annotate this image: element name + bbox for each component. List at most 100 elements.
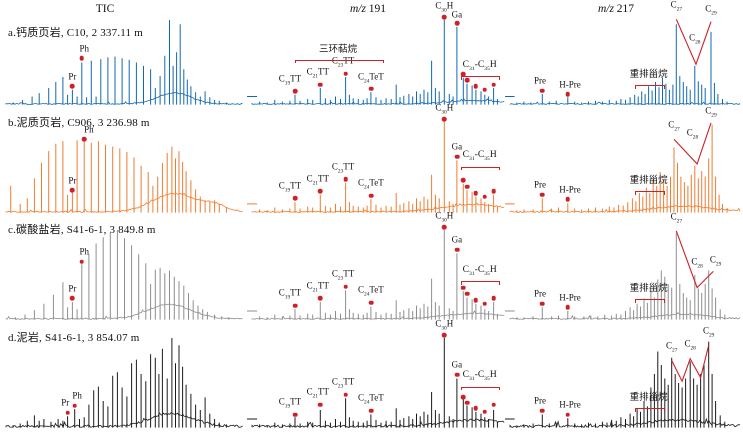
peak-label: C27: [670, 0, 683, 13]
peak-label: C21TT: [306, 280, 329, 294]
peak-marker-dot: [482, 409, 488, 415]
column-title-italic: m/z: [349, 3, 366, 15]
peak-marker-dot: [318, 296, 323, 301]
chromatogram-trace: [505, 124, 741, 213]
chromatogram-panel-d-191: C19TT C21TT C23TT C24TeT C30H Ga C31-C35H: [247, 318, 505, 428]
peak-label: C24TeT: [358, 71, 384, 84]
annotation-bracket: [460, 386, 500, 391]
sterane-trend-line: [675, 230, 714, 289]
bracket-label: 重排甾烷: [629, 175, 668, 186]
peak-label: C29: [705, 3, 717, 16]
peak-label: Ga: [451, 234, 463, 245]
peak-marker-dot: [343, 177, 348, 182]
column-title-italic: m/z: [597, 3, 614, 15]
peak-marker-dot: [565, 197, 571, 202]
peak-label: C21TT: [306, 386, 329, 400]
peak-marker-dot: [491, 402, 496, 407]
peak-marker-dot: [454, 372, 460, 378]
peak-label: C19TT: [278, 73, 302, 87]
peak-label: Pr: [68, 71, 77, 82]
sample-label-a: a.钙质页岩, C10, 2 337.11 m: [8, 27, 143, 39]
chromatogram-trace: [5, 338, 243, 429]
peak-marker-dot: [441, 333, 447, 338]
peak-marker-dot: [491, 296, 496, 301]
peak-label: Pre: [534, 75, 547, 86]
chromatogram-trace: [5, 140, 243, 213]
peak-marker-dot: [464, 291, 470, 297]
chromatogram-panel-c-tic: Pr Ph: [5, 230, 243, 320]
peak-marker-dot: [482, 301, 488, 307]
peak-marker-dot: [565, 91, 571, 97]
bracket-label: C31-C35H: [462, 59, 497, 72]
peak-label: Ph: [72, 390, 82, 401]
peak-label: Pre: [534, 288, 547, 299]
peak-marker-dot: [441, 225, 447, 230]
peak-marker-dot: [454, 247, 460, 253]
peak-label: C24TeT: [358, 392, 384, 406]
peak-label: H-Pre: [559, 399, 581, 410]
peak-label: C24TeT: [358, 177, 384, 191]
column-title-mz191: m/z 191: [349, 3, 387, 15]
sterane-trend-line: [673, 122, 712, 165]
peak-marker-dot: [318, 402, 323, 407]
peak-label: C19TT: [278, 287, 302, 301]
annotation-bracket: [460, 281, 500, 285]
peak-marker-dot: [368, 86, 374, 92]
peak-marker-dot: [318, 188, 323, 194]
peak-marker-dot: [292, 196, 298, 201]
peak-label: C29: [709, 254, 722, 268]
peak-label: C23TT: [331, 268, 355, 282]
peak-marker-dot: [368, 408, 374, 414]
bracket-label: C31-C35H: [462, 150, 497, 163]
bracket-label: C31-C35H: [462, 264, 497, 277]
bracket-label: 重排甾烷: [629, 70, 668, 81]
peak-label: Ph: [79, 246, 89, 257]
sterane-trend-line: [671, 345, 710, 383]
peak-marker-dot: [473, 190, 479, 196]
peak-label: H-Pre: [559, 292, 581, 303]
peak-label: C19TT: [278, 180, 302, 194]
chromatogram-panel-c-217: Pre H-Pre 重排甾烷 C27 C28 C29: [505, 211, 741, 320]
chromatogram-panel-b-tic: Pr Ph: [5, 122, 243, 213]
peak-marker-dot: [70, 84, 75, 89]
peak-marker-dot: [368, 300, 374, 306]
bracket-label: C31-C35H: [462, 370, 497, 383]
peak-marker-dot: [318, 82, 323, 87]
peak-marker-dot: [540, 88, 545, 93]
peak-marker-dot: [292, 303, 298, 308]
annotation-bracket: [634, 408, 665, 412]
peak-marker-dot: [460, 177, 466, 183]
peak-marker-dot: [79, 55, 85, 61]
peak-label: Ga: [451, 141, 463, 152]
peak-marker-dot: [540, 301, 545, 307]
peak-marker-dot: [464, 184, 470, 189]
peak-label: C27: [668, 119, 680, 133]
annotation-bracket: [634, 85, 665, 89]
peak-marker-dot: [491, 82, 496, 87]
peak-label: C29: [702, 325, 715, 339]
chromatogram-trace: [5, 230, 243, 320]
chromatogram-panel-a-tic: Pr Ph: [5, 20, 243, 105]
peak-label: Pre: [534, 179, 547, 190]
chromatogram-trace: [5, 20, 243, 105]
peak-label: C28: [689, 32, 701, 45]
peak-marker-dot: [565, 305, 571, 310]
sample-label-b: b.泥质页岩, C906, 3 236.98 m: [8, 117, 150, 129]
peak-label: C30H: [435, 102, 454, 115]
peak-marker-dot: [460, 72, 466, 77]
peak-marker-dot: [70, 296, 75, 301]
sterane-trend-line: [675, 18, 712, 66]
peak-label: C24TeT: [358, 284, 384, 298]
peak-marker-dot: [464, 400, 470, 406]
chromatogram-panel-a-191: C19TT C21TT C23TT C24TeT C30H Ga 三环萜烷 C31-C35H: [247, 1, 505, 105]
peak-marker-dot: [473, 84, 479, 89]
peak-marker-dot: [491, 188, 496, 194]
peak-marker-dot: [72, 403, 78, 408]
peak-label: C28: [691, 256, 703, 269]
peak-label: Ph: [84, 124, 94, 135]
peak-label: Ph: [79, 43, 89, 54]
chromatogram-trace: [247, 20, 505, 105]
peak-label: C30H: [435, 0, 454, 14]
peak-label: Pr: [61, 397, 70, 408]
chromatogram-trace: [505, 232, 741, 320]
